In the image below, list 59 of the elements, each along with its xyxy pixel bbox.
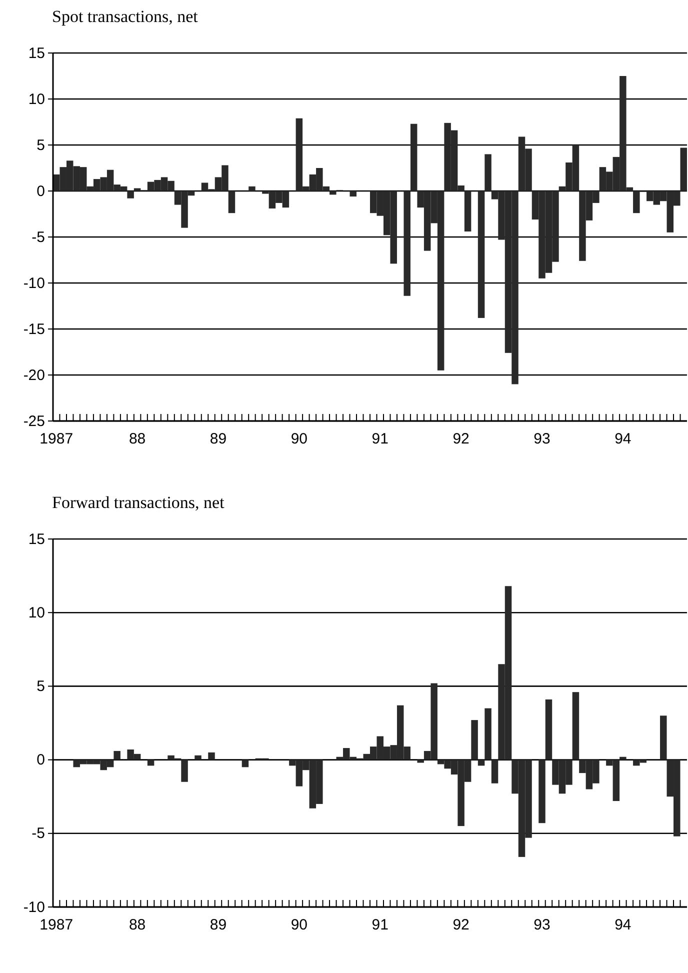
bar [680,148,687,191]
bar [660,716,667,760]
y-tick-label: -10 [23,274,45,292]
x-tick-label: 90 [290,916,308,934]
x-tick-label: 91 [372,916,388,934]
bar [114,750,120,760]
y-tick-label: -10 [23,898,45,916]
bar [471,720,478,760]
x-tick-label: 94 [614,430,632,448]
y-tick-label: 5 [36,136,45,154]
x-tick-label: 92 [452,430,470,448]
bar [208,752,215,760]
y-tick-label: -15 [23,320,45,338]
x-tick-label: 1987 [40,916,74,934]
x-tick-label: 88 [128,916,146,934]
y-tick-label: 5 [36,678,45,695]
x-tick-label: 91 [372,430,388,448]
bar [484,154,492,191]
y-tick-label: -20 [23,366,45,384]
y-tick-label: 0 [36,182,45,200]
y-tick-label: 10 [28,604,45,622]
bar [242,760,249,768]
bar [410,124,418,191]
bar [350,191,357,197]
x-tick-label: 89 [210,916,227,934]
bar [147,760,154,766]
bar [404,191,410,296]
x-tick-label: 92 [452,916,470,934]
x-tick-label: 93 [534,916,550,934]
chart-title: Forward transactions, net [52,493,225,512]
bar [464,191,472,232]
bar [572,692,580,760]
bar [538,760,546,824]
x-tick-label: 94 [614,916,632,934]
bar [478,760,485,766]
x-tick-label: 88 [128,430,146,448]
chart-title: Spot transactions, net [52,7,198,26]
y-tick-label: 10 [28,90,45,108]
x-tick-label: 89 [210,430,227,448]
bar [478,191,485,318]
y-tick-label: -25 [23,412,45,430]
bar [484,708,492,760]
y-tick-label: 15 [28,44,45,62]
x-tick-label: 90 [290,430,308,448]
x-tick-label: 93 [534,430,550,448]
bar [491,760,498,784]
bar [545,699,552,760]
y-tick-label: -5 [32,228,45,246]
bar [330,191,336,195]
bar [194,755,202,760]
bar [228,191,236,214]
bar [248,186,256,191]
bar [127,191,134,198]
bar [620,756,626,760]
y-tick-label: 15 [28,530,45,548]
y-tick-label: -5 [32,825,45,842]
y-tick-label: 0 [36,752,45,769]
bar [181,760,188,782]
x-tick-label: 1987 [40,430,74,448]
